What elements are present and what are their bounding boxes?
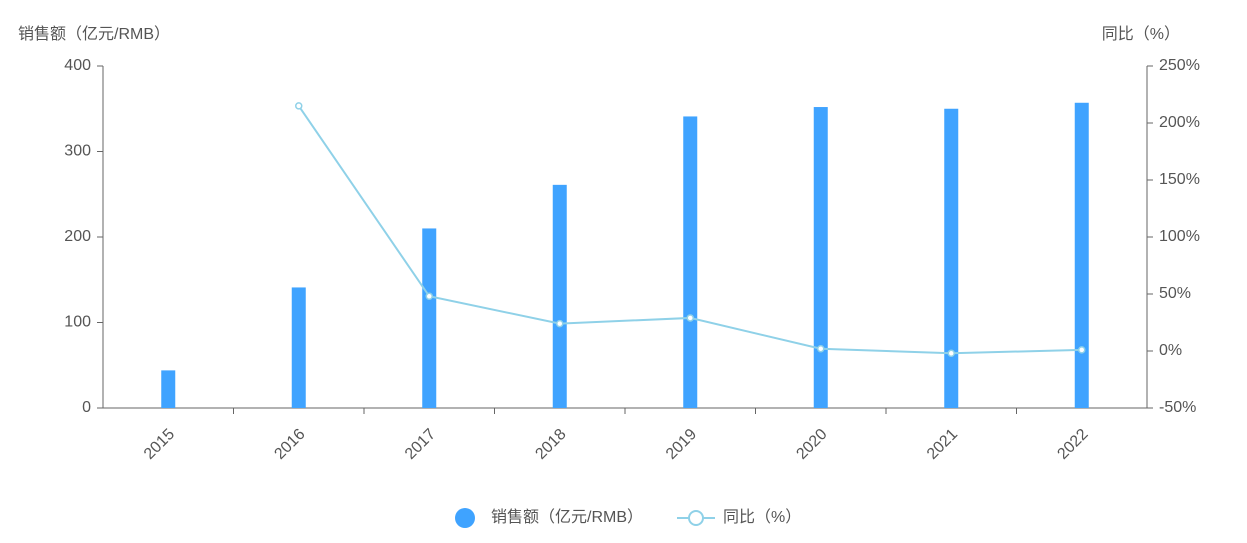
legend-label: 同比（%）: [723, 508, 801, 526]
bar: [552, 184, 567, 408]
x-tick-label: 2019: [663, 426, 700, 463]
y2-tick-label: 0%: [1159, 342, 1182, 359]
line-point: [817, 344, 825, 353]
x-tick-label: 2016: [271, 426, 308, 463]
line-point: [1078, 346, 1086, 354]
x-tick-label: 2020: [793, 426, 830, 463]
legend-swatch: [688, 510, 704, 526]
y2-tick-label: 100%: [1159, 228, 1200, 245]
y2-tick-label: 200%: [1159, 114, 1200, 131]
bar: [291, 287, 306, 408]
line-point: [947, 349, 955, 358]
y-tick-label: 100: [64, 314, 91, 331]
bar: [813, 107, 828, 408]
legend-swatch: [455, 508, 475, 528]
x-tick-label: 2017: [402, 426, 439, 463]
legend-label: 销售额（亿元/RMB）: [491, 508, 643, 526]
y2-tick-label: -50%: [1159, 399, 1196, 416]
x-tick-label: 2015: [141, 426, 178, 463]
line-point: [425, 292, 433, 301]
bar: [422, 228, 437, 408]
bar: [683, 116, 698, 408]
x-tick-label: 2018: [532, 426, 569, 463]
x-tick-label: 2022: [1054, 426, 1091, 463]
bar: [1074, 102, 1089, 408]
x-tick-label: 2021: [924, 426, 961, 463]
y-tick-label: 200: [64, 228, 91, 245]
line-point: [556, 319, 564, 328]
line-point: [295, 102, 303, 110]
line-point: [686, 314, 694, 322]
y-tick-label: 400: [64, 57, 91, 74]
y2-axis-title: 同比（%）: [1102, 25, 1180, 43]
y-axis-title: 销售额（亿元/RMB）: [18, 25, 170, 43]
y2-tick-label: 250%: [1159, 57, 1200, 74]
y2-tick-label: 150%: [1159, 171, 1200, 188]
y2-tick-label: 50%: [1159, 285, 1191, 302]
bar: [944, 108, 959, 408]
bar: [161, 370, 176, 408]
y-tick-label: 0: [82, 399, 91, 416]
y-tick-label: 300: [64, 143, 91, 160]
